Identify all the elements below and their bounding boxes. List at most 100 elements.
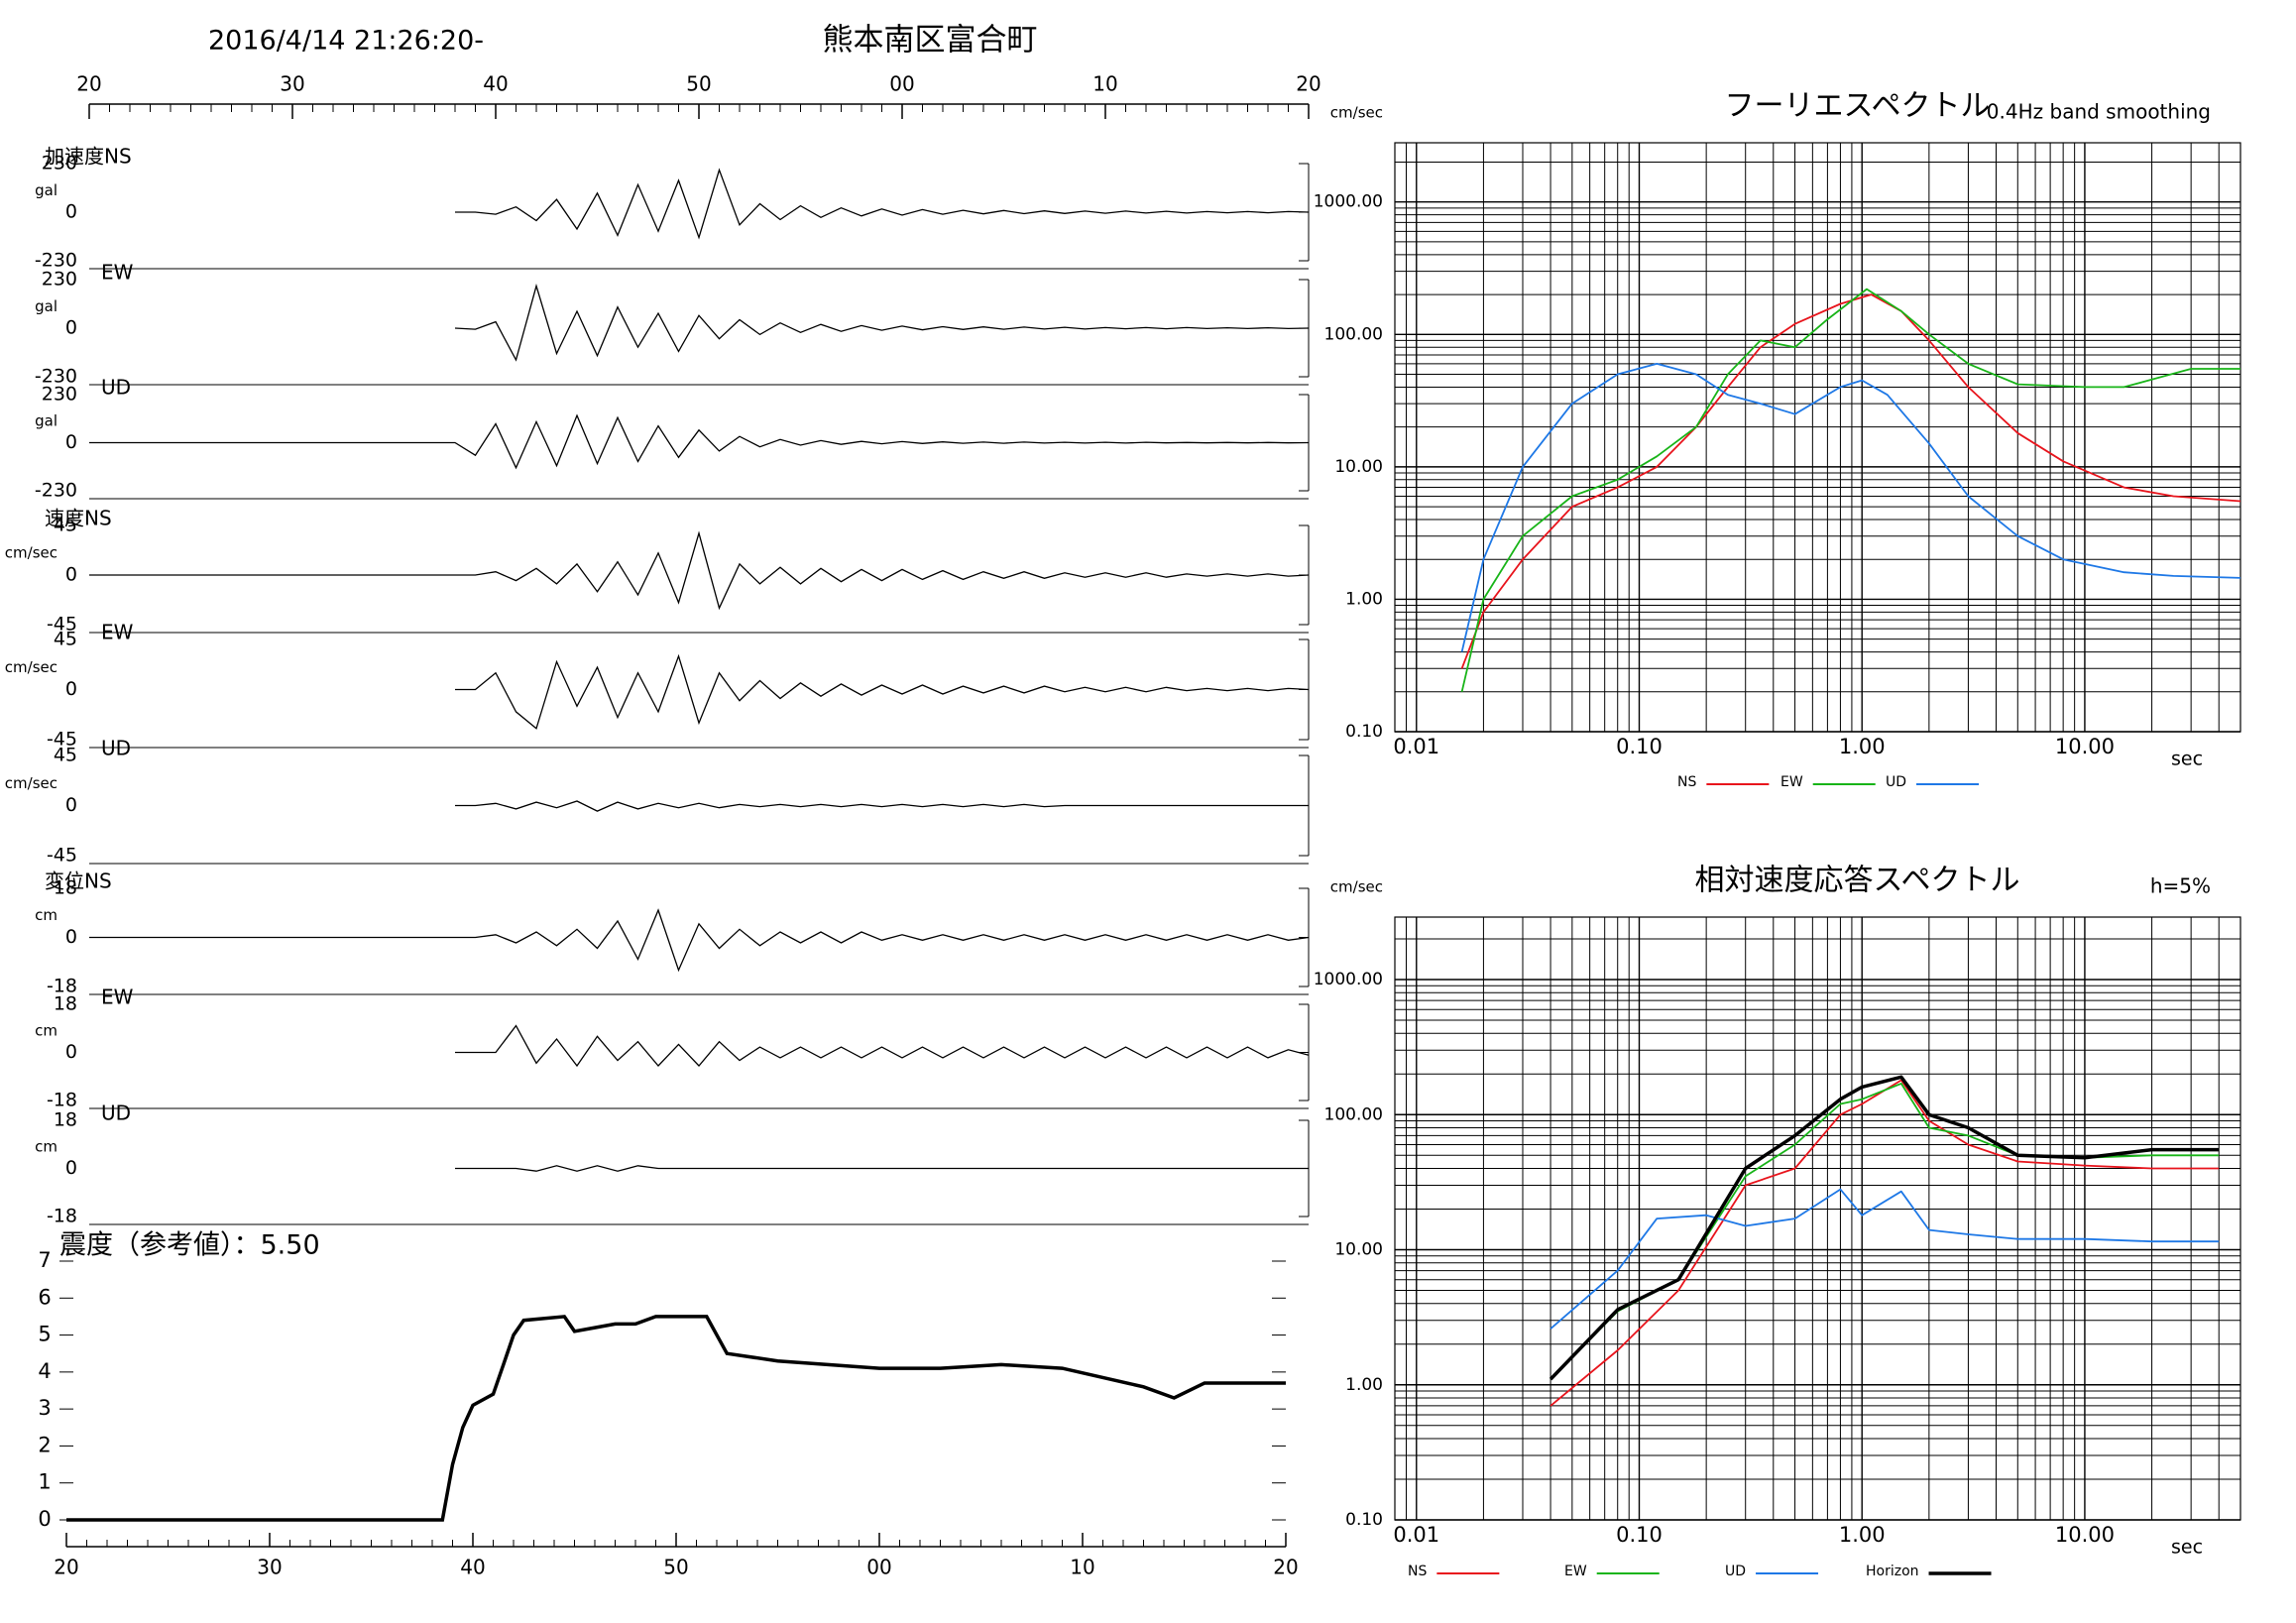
spectrum-line xyxy=(1549,1075,2220,1381)
y-tick-label: -230 xyxy=(35,250,77,272)
y-tick-label: 0 xyxy=(65,794,77,816)
y-tick-label: 18 xyxy=(54,877,77,899)
chart-subtitle: 0.4Hz band smoothing xyxy=(1987,100,2211,124)
x-tick-label: 50 xyxy=(663,1556,688,1579)
legend-label: EW xyxy=(1780,774,1803,790)
trace-title: UD xyxy=(101,376,131,400)
trace-title: UD xyxy=(101,737,131,760)
y-tick-label: 45 xyxy=(54,745,77,766)
chart-subtitle: h=5% xyxy=(2150,874,2211,898)
y-tick-label: 45 xyxy=(54,629,77,650)
y-tick-label: 1 xyxy=(38,1470,51,1494)
y-tick-label: 0 xyxy=(38,1507,51,1531)
y-tick-label: 10.00 xyxy=(1334,457,1383,477)
waveform xyxy=(89,413,1310,470)
y-tick-label: 10.00 xyxy=(1334,1240,1383,1260)
trace-title: EW xyxy=(101,621,134,644)
x-tick-label: 0.01 xyxy=(1393,735,1439,758)
x-tick-label: 1.00 xyxy=(1839,735,1886,758)
y-tick-label: 18 xyxy=(54,993,77,1015)
trace-unit: cm xyxy=(35,906,57,924)
y-tick-label: 1000.00 xyxy=(1314,192,1383,212)
y-tick-label: -230 xyxy=(35,366,77,388)
x-tick-label: 0.01 xyxy=(1393,1523,1439,1547)
chart-title: フーリエスペクトル xyxy=(1725,89,1991,124)
waveform xyxy=(455,653,1310,730)
y-tick-label: 0 xyxy=(65,201,77,223)
y-tick-label: 0 xyxy=(65,678,77,700)
x-axis-label: sec xyxy=(2171,1537,2203,1559)
spectrum-line xyxy=(1460,288,2240,693)
y-tick-label: 230 xyxy=(42,384,77,406)
x-tick-label: 30 xyxy=(257,1556,282,1579)
waveform xyxy=(89,908,1310,973)
x-tick-label: 10.00 xyxy=(2055,1523,2115,1547)
trace-unit: cm/sec xyxy=(5,658,57,676)
trace-title: UD xyxy=(101,1101,131,1125)
trace-unit: cm xyxy=(35,1138,57,1156)
x-tick-label: 00 xyxy=(866,1556,891,1579)
y-tick-label: 100.00 xyxy=(1324,324,1383,344)
chart-title: 相対速度応答スペクトル xyxy=(1695,864,2020,898)
x-tick-label: 0.10 xyxy=(1616,1523,1663,1547)
x-tick-label: 30 xyxy=(280,72,304,96)
x-tick-label: 10 xyxy=(1092,72,1117,96)
location: 熊本南区富合町 xyxy=(823,23,1038,58)
spectrum-line xyxy=(1550,1079,2220,1407)
y-tick-label: 0.10 xyxy=(1345,722,1383,742)
x-tick-label: 40 xyxy=(460,1556,485,1579)
y-tick-label: 100.00 xyxy=(1324,1104,1383,1124)
y-tick-label: 0 xyxy=(65,1041,77,1063)
spectrum-line xyxy=(1460,363,2241,652)
trace-title: EW xyxy=(101,985,134,1009)
plot-frame xyxy=(1394,916,2241,1521)
trace-unit: gal xyxy=(35,412,57,430)
y-tick-label: 230 xyxy=(42,269,77,290)
y-tick-label: 0 xyxy=(65,317,77,339)
y-tick-label: -230 xyxy=(35,480,77,502)
y-tick-label: -18 xyxy=(47,1206,77,1227)
y-tick-label: 45 xyxy=(54,515,77,536)
y-tick-label: -18 xyxy=(47,976,77,997)
y-tick-label: -45 xyxy=(47,614,77,636)
x-tick-label: 20 xyxy=(1296,72,1320,96)
y-axis-label: cm/sec xyxy=(1330,104,1383,122)
x-tick-label: 50 xyxy=(686,72,711,96)
legend-label: NS xyxy=(1408,1564,1427,1579)
y-tick-label: 6 xyxy=(38,1285,51,1309)
waveform xyxy=(455,800,1309,812)
y-tick-label: 0.10 xyxy=(1345,1510,1383,1530)
y-tick-label: 7 xyxy=(38,1248,51,1272)
x-tick-label: 1.00 xyxy=(1839,1523,1886,1547)
spectrum-line xyxy=(1550,1188,2220,1330)
y-tick-label: 18 xyxy=(54,1109,77,1131)
trace-unit: gal xyxy=(35,297,57,315)
y-tick-label: 1000.00 xyxy=(1314,970,1383,989)
y-tick-label: -45 xyxy=(47,845,77,867)
trace-unit: cm/sec xyxy=(5,544,57,562)
y-tick-label: 0 xyxy=(65,431,77,453)
legend-label: UD xyxy=(1886,774,1906,790)
x-tick-label: 10 xyxy=(1070,1556,1094,1579)
y-tick-label: 5 xyxy=(38,1323,51,1346)
x-tick-label: 20 xyxy=(54,1556,78,1579)
x-tick-label: 20 xyxy=(1273,1556,1298,1579)
x-tick-label: 0.10 xyxy=(1616,735,1663,758)
trace-title: 速度NS xyxy=(45,507,112,530)
y-tick-label: 1.00 xyxy=(1345,589,1383,609)
legend-label: UD xyxy=(1725,1564,1746,1579)
y-tick-label: 2 xyxy=(38,1433,51,1456)
waveform xyxy=(89,530,1310,611)
waveform xyxy=(455,168,1310,240)
trace-title: 変位NS xyxy=(45,869,112,893)
y-tick-label: 230 xyxy=(42,153,77,174)
y-tick-label: 1.00 xyxy=(1345,1375,1383,1395)
x-tick-label: 10.00 xyxy=(2055,735,2115,758)
x-tick-label: 40 xyxy=(483,72,508,96)
y-tick-label: 4 xyxy=(38,1359,51,1383)
datetime: 2016/4/14 21:26:20- xyxy=(208,26,484,57)
spectrum-line xyxy=(1460,293,2241,669)
legend-label: EW xyxy=(1564,1564,1587,1579)
legend-label: NS xyxy=(1677,774,1696,790)
